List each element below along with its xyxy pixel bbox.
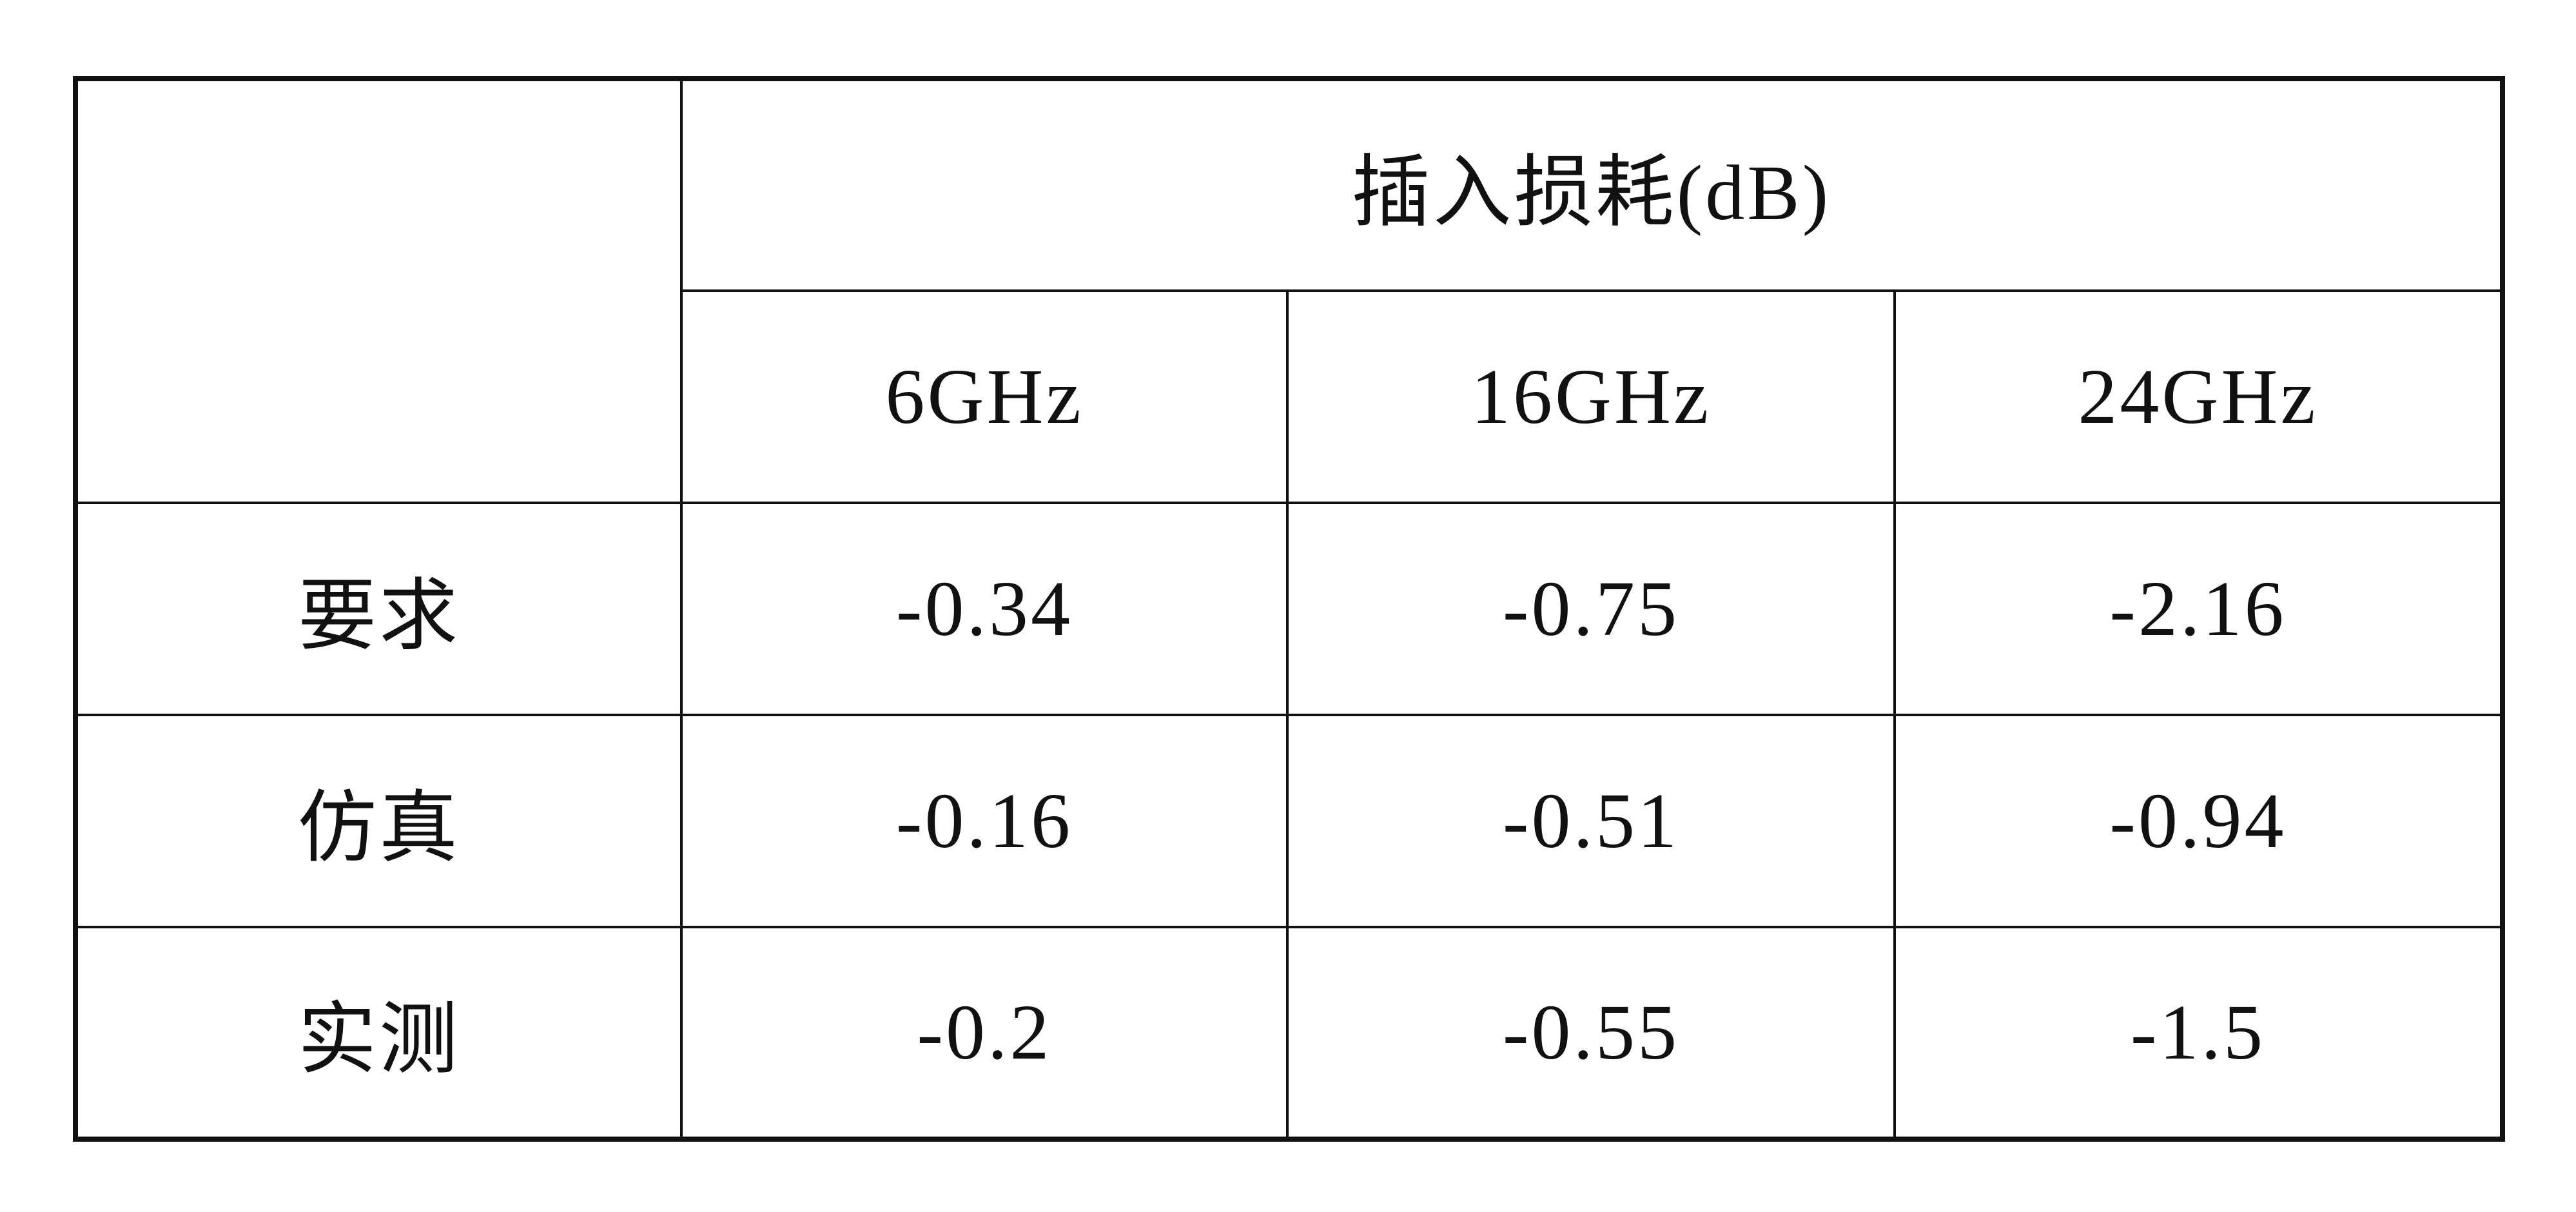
column-row: 6GHz 16GHz 24GHz (75, 289, 2504, 504)
value-cell: -1.5 (1893, 926, 2504, 1140)
row-label: 实测 (74, 926, 683, 1140)
value-cell: -0.75 (1286, 502, 1896, 716)
value-cell: -0.2 (680, 926, 1289, 1140)
value-cell: -0.16 (680, 714, 1289, 928)
value-cell: -2.16 (1893, 502, 2504, 716)
column-header: 6GHz (680, 289, 1289, 504)
loss-table: 插入损耗(dB) 6GHz 16GHz 24GHz 要求 -0.34 -0.75 -2.1… (73, 76, 2505, 1142)
row-label: 要求 (74, 502, 683, 716)
row-label: 仿真 (74, 714, 683, 928)
value-cell: -0.34 (680, 502, 1289, 716)
column-header: 16GHz (1286, 289, 1896, 504)
corner-cell (74, 77, 683, 504)
header-row: 插入损耗(dB) (74, 77, 2504, 504)
data-row: 实测 -0.2 -0.55 -1.5 (74, 926, 2504, 1140)
data-row: 仿真 -0.16 -0.51 -0.94 (74, 714, 2504, 928)
value-cell: -0.51 (1286, 714, 1896, 928)
value-cell: -0.94 (1893, 714, 2504, 928)
table-title: 插入损耗(dB) (680, 77, 2504, 292)
column-header: 24GHz (1893, 289, 2504, 504)
data-row: 要求 -0.34 -0.75 -2.16 (74, 502, 2504, 716)
value-cell: -0.55 (1286, 926, 1896, 1140)
